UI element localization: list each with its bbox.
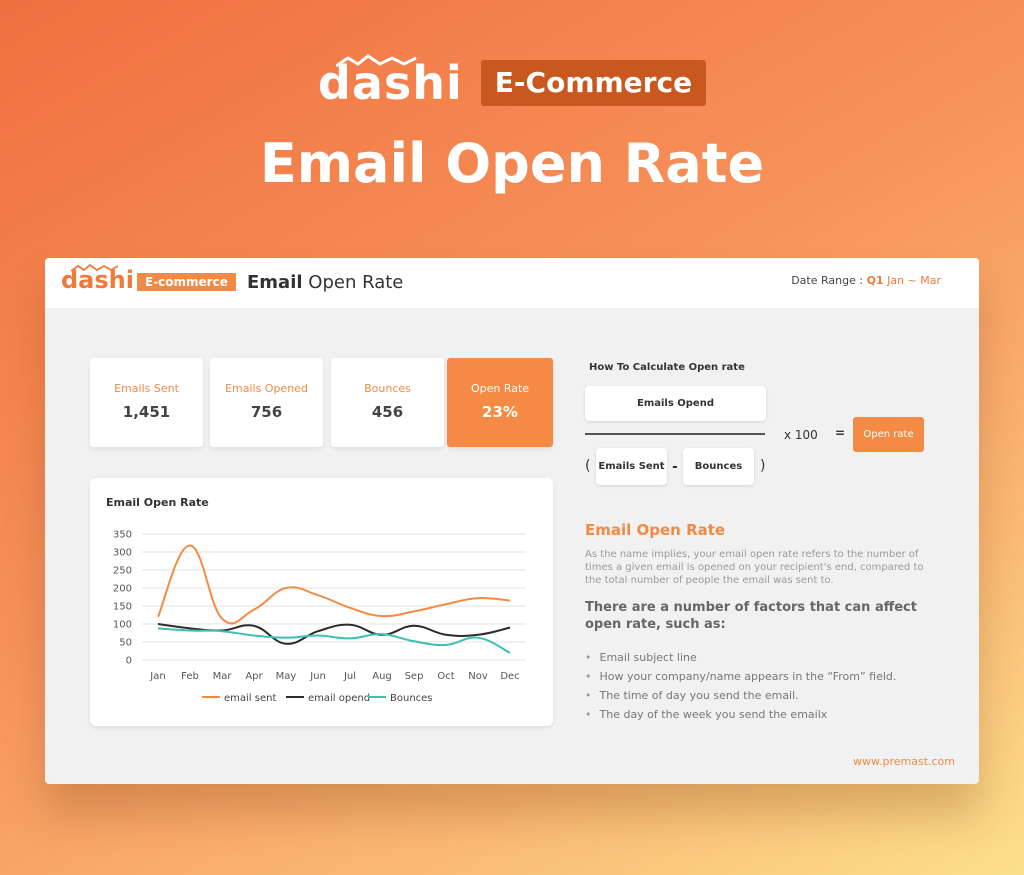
x-tick-label: Jul <box>343 671 356 682</box>
chart-title: Email Open Rate <box>106 496 209 509</box>
kpi-open-rate: Open Rate 23% <box>447 358 553 447</box>
kpi-label: Bounces <box>364 382 411 395</box>
kpi-emails-sent: Emails Sent 1,451 <box>90 358 203 447</box>
calc-result: Open rate <box>853 417 924 452</box>
y-tick-label: 300 <box>113 548 132 559</box>
y-tick-label: 50 <box>119 638 132 649</box>
date-range-quarter: Q1 <box>866 274 884 287</box>
x-tick-label: Aug <box>372 671 392 682</box>
hero-logo: dashi <box>318 54 463 106</box>
date-range-months: Jan ~ Mar <box>887 274 941 287</box>
x-tick-label: Nov <box>468 671 488 682</box>
logo-wave-icon <box>335 54 417 68</box>
calc-close-paren: ) <box>760 458 766 474</box>
kpi-label: Open Rate <box>470 382 530 395</box>
series-line-bounces <box>157 627 511 654</box>
kpi-label: Emails Sent <box>114 382 179 395</box>
y-tick-label: 150 <box>113 602 132 613</box>
kpi-label: Emails Opened <box>225 382 308 395</box>
line-chart: 0 50 100 150 200 250 300 350 Jan Feb Mar Apr May Jun J… <box>113 530 526 704</box>
slide-title: Email Open Rate <box>247 272 403 293</box>
calc-multiplier: x 100 <box>784 428 818 442</box>
calc-numerator: Emails Opend <box>585 386 766 421</box>
x-tick-label: Sep <box>405 671 424 682</box>
x-tick-label: Oct <box>437 671 454 682</box>
hero-brand-row: dashi E-Commerce <box>0 54 1024 106</box>
date-range: Date Range : Q1 Jan ~ Mar <box>791 274 941 287</box>
hero-badge: E-Commerce <box>480 60 707 106</box>
y-tick-label: 100 <box>113 620 132 631</box>
hero-title: Email Open Rate <box>259 132 765 195</box>
list-item: How your company/name appears in the “Fr… <box>585 667 897 686</box>
y-tick-label: 200 <box>113 584 132 595</box>
slide-logo: dashi <box>61 264 134 294</box>
y-tick-label: 250 <box>113 566 132 577</box>
list-item: The time of day you send the email. <box>585 686 896 705</box>
series-line-email-opend <box>157 623 511 645</box>
list-item: The day of the week you send the emailx <box>585 705 896 724</box>
kpi-bounces: Bounces 456 <box>331 358 444 447</box>
dashboard-slide: dashi E-commerce Email Open Rate Date Ra… <box>45 258 979 784</box>
calc-term-bounces: Bounces <box>683 448 754 485</box>
logo-wave-icon <box>71 264 119 272</box>
kpi-emails-opened: Emails Opened 756 <box>210 358 323 447</box>
calc-minus: - <box>672 459 678 475</box>
x-tick-label: Dec <box>500 671 519 682</box>
hero-logo-text: dashi <box>317 56 463 110</box>
description-heading: Email Open Rate <box>585 521 726 539</box>
kpi-value: 23% <box>482 403 518 421</box>
slide-header: dashi E-commerce Email Open Rate Date Ra… <box>45 258 979 308</box>
chart-card: Email Open Rate 0 50 100 150 200 250 300 350 Jan… <box>90 478 553 726</box>
slide-title-rest: Open Rate <box>308 272 404 293</box>
kpi-value: 456 <box>371 403 404 421</box>
calc-open-paren: ( <box>585 458 591 474</box>
calc-equals: = <box>835 426 846 440</box>
factors-list: Email subject line How your company/name… <box>585 648 897 724</box>
date-range-label: Date Range : <box>791 274 864 287</box>
calc-title: How To Calculate Open rate <box>589 362 745 373</box>
x-tick-label: Jan <box>149 671 165 682</box>
y-tick-label: 350 <box>113 530 132 541</box>
calc-term-emails-sent: Emails Sent <box>596 448 667 485</box>
x-tick-label: Apr <box>245 671 263 682</box>
x-tick-label: May <box>276 671 297 682</box>
calc-fraction-line <box>585 433 765 435</box>
slide-logo-text: dashi <box>61 266 134 294</box>
slide-badge: E-commerce <box>137 273 236 291</box>
legend-label: Bounces <box>390 693 433 704</box>
factors-heading: There are a number of factors that can a… <box>585 600 917 632</box>
x-tick-label: Jun <box>309 671 326 682</box>
x-tick-label: Feb <box>181 671 199 682</box>
legend-label: email opend <box>308 693 370 704</box>
kpi-value: 756 <box>250 403 283 421</box>
legend-label: email sent <box>224 693 276 704</box>
kpi-value: 1,451 <box>122 403 171 421</box>
x-tick-label: Mar <box>213 671 233 682</box>
series-line-email-sent <box>157 544 511 625</box>
website-link[interactable]: www.premast.com <box>853 755 955 768</box>
y-tick-label: 0 <box>126 656 132 667</box>
description-paragraph: As the name implies, your email open rat… <box>585 549 924 586</box>
list-item: Email subject line <box>585 648 896 667</box>
slide-title-bold: Email <box>247 272 303 293</box>
